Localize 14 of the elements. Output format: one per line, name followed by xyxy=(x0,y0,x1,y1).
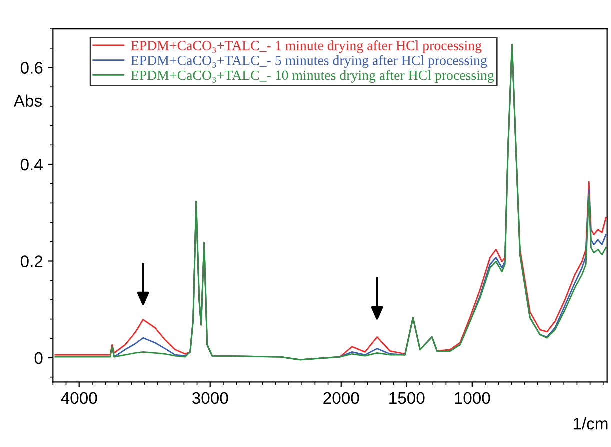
legend-label: EPDM+CaCO₃+TALC_- 5 minutes drying after HCl processing xyxy=(131,55,488,68)
x-tick-label: 3000 xyxy=(192,392,228,404)
legend-label: EPDM+CaCO₃+TALC_- 10 minutes drying after HCl processing xyxy=(131,70,494,84)
y-tick-label: 0 xyxy=(34,352,43,364)
y-tick-label: 0.4 xyxy=(20,158,43,171)
y-axis-title: Abs xyxy=(14,94,42,107)
x-tick-label: 1000 xyxy=(455,392,490,404)
x-axis-title: 1/cm xyxy=(574,418,608,430)
y-tick-label: 0.2 xyxy=(20,256,43,268)
x-tick-label: 4000 xyxy=(61,392,98,404)
x-tick-label: 2000 xyxy=(324,392,360,404)
y-tick-label: 0.6 xyxy=(20,62,43,74)
x-tick-label: 1500 xyxy=(390,392,425,404)
legend-label: EPDM+CaCO₃+TALC_- 1 minute drying after HCl processing xyxy=(131,40,482,54)
